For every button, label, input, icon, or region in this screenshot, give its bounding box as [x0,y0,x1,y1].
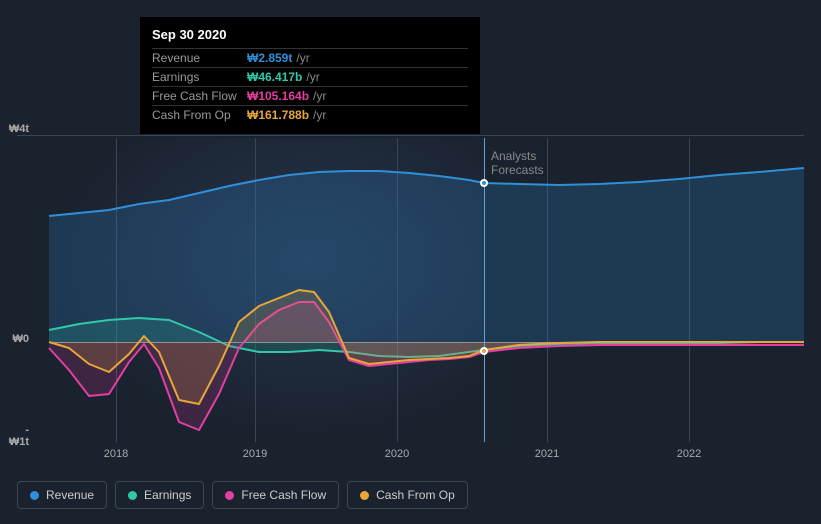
top-axis-line [17,135,804,136]
tooltip-row-unit: /yr [296,51,309,65]
tooltip-row-value: ₩161.788b [247,108,309,122]
cursor-marker [480,347,488,355]
cursor-marker [480,179,488,187]
legend-swatch [128,491,137,500]
tooltip-row-value: ₩105.164b [247,89,309,103]
legend-label: Revenue [46,488,94,502]
tooltip-row: Earnings₩46.417b/yr [152,67,468,86]
tooltip-row-label: Earnings [152,70,247,84]
legend-item-cash-from-op[interactable]: Cash From Op [347,481,468,509]
tooltip-row-label: Cash From Op [152,108,247,122]
plot-area[interactable] [49,138,804,442]
tooltip-date: Sep 30 2020 [152,27,468,42]
legend-item-free-cash-flow[interactable]: Free Cash Flow [212,481,339,509]
chart-tooltip: Sep 30 2020 Revenue₩2.859t/yrEarnings₩46… [140,17,480,134]
tooltip-row-label: Free Cash Flow [152,89,247,103]
tooltip-row-unit: /yr [313,89,326,103]
y-axis-label-zero: ₩0 [13,333,30,345]
legend-label: Free Cash Flow [241,488,326,502]
tooltip-row-unit: /yr [313,108,326,122]
x-tick-label: 2019 [243,448,267,460]
series-area-revenue [49,168,804,342]
y-axis-label-bottom: -₩1t [9,424,29,448]
legend-swatch [30,491,39,500]
tooltip-row: Cash From Op₩161.788b/yr [152,105,468,124]
tooltip-row: Free Cash Flow₩105.164b/yr [152,86,468,105]
legend-swatch [225,491,234,500]
chart-legend: Revenue Earnings Free Cash Flow Cash From O… [17,481,468,509]
tooltip-row-value: ₩2.859t [247,51,292,65]
tooltip-row: Revenue₩2.859t/yr [152,48,468,67]
financials-chart[interactable]: ₩4t ₩0 -₩1t Past Analysts Forecasts [17,127,804,442]
tooltip-row-value: ₩46.417b [247,70,302,84]
tooltip-row-label: Revenue [152,51,247,65]
x-tick-label: 2021 [535,448,559,460]
legend-item-earnings[interactable]: Earnings [115,481,204,509]
legend-item-revenue[interactable]: Revenue [17,481,107,509]
x-tick-label: 2018 [104,448,128,460]
legend-swatch [360,491,369,500]
legend-label: Cash From Op [376,488,455,502]
x-tick-label: 2022 [677,448,701,460]
tooltip-row-unit: /yr [306,70,319,84]
chart-svg [49,138,804,442]
x-tick-label: 2020 [385,448,409,460]
y-axis-label-top: ₩4t [9,123,29,135]
legend-label: Earnings [144,488,191,502]
